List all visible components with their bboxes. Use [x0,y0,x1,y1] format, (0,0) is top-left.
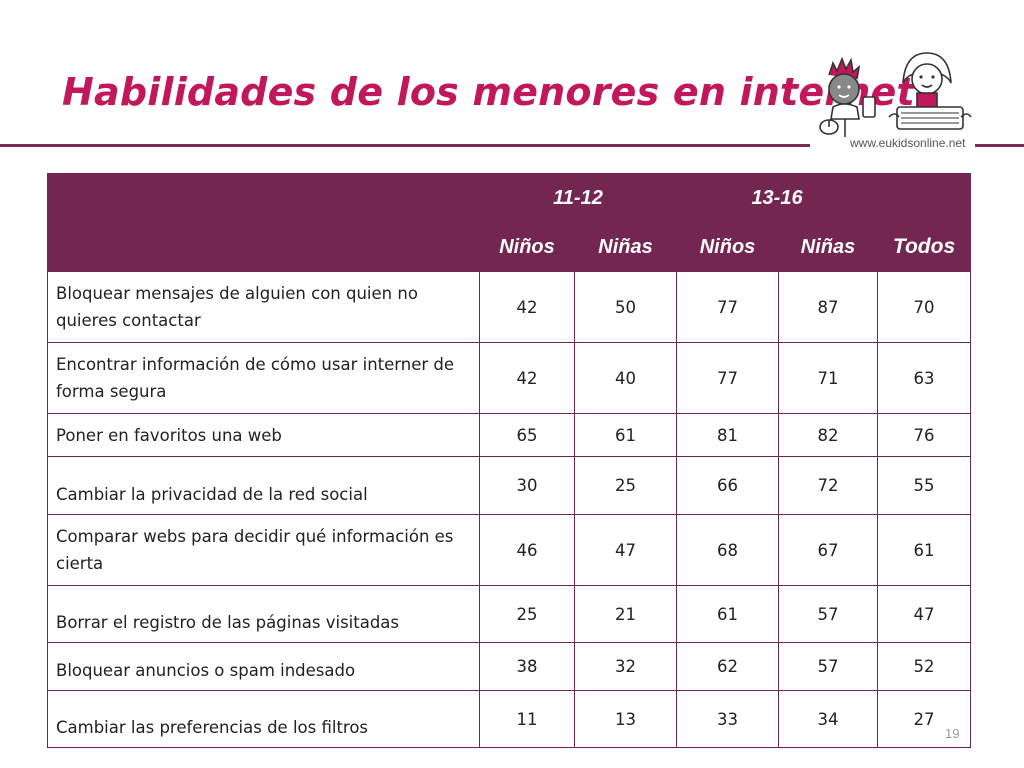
cell-value: 61 [877,514,972,586]
cell-value: 70 [877,271,972,343]
row-label: Borrar el registro de las páginas visita… [47,585,480,643]
cell-value: 42 [479,271,575,343]
header-total: Todos [877,222,972,272]
row-label: Encontrar información de cómo usar inter… [47,342,480,414]
cell-value: 13 [573,690,678,748]
cell-value: 62 [676,642,780,691]
header-gender: Niños [479,222,575,272]
header-age-group: 13-16 [676,173,879,223]
cell-value: 25 [573,456,678,515]
eu-kids-online-logo-icon [819,52,972,137]
cell-value: 47 [573,514,678,586]
cell-value: 82 [778,413,879,457]
cell-value: 21 [573,585,678,643]
logo-website: www.eukidsonline.net [850,136,966,150]
skills-table: 11-12 13-16 Niños Niñas Niños Niñas Todo… [47,173,972,748]
header-gender: Niñas [573,222,678,272]
cell-value: 46 [479,514,575,586]
row-label: Bloquear mensajes de alguien con quien n… [47,271,480,343]
cell-value: 40 [573,342,678,414]
cell-value: 57 [778,585,879,643]
header-empty-cell [877,173,972,223]
table-row: Borrar el registro de las páginas visita… [47,585,972,643]
cell-value: 52 [877,642,972,691]
cell-value: 33 [676,690,780,748]
cell-value: 61 [573,413,678,457]
cell-value: 77 [676,342,780,414]
cell-value: 76 [877,413,972,457]
cell-value: 38 [479,642,575,691]
cell-value: 47 [877,585,972,643]
row-label: Comparar webs para decidir qué informaci… [47,514,480,586]
cell-value: 34 [778,690,879,748]
table-row: Poner en favoritos una web 65 61 81 82 7… [47,413,972,457]
cell-value: 61 [676,585,780,643]
slide-title: Habilidades de los menores en internet [62,70,915,114]
row-label: Bloquear anuncios o spam indesado [47,642,480,691]
cell-value: 50 [573,271,678,343]
header-empty-cell [47,222,480,272]
cell-value: 71 [778,342,879,414]
table-row: Encontrar información de cómo usar inter… [47,342,972,414]
header-gender: Niños [676,222,780,272]
cell-value: 27 [877,690,972,748]
cell-value: 57 [778,642,879,691]
table-row: Cambiar las preferencias de los filtros … [47,690,972,748]
cell-value: 81 [676,413,780,457]
header-row-genders: Niños Niñas Niños Niñas Todos [47,222,972,272]
header-rule-left [0,144,810,147]
cell-value: 72 [778,456,879,515]
table-row: Bloquear anuncios o spam indesado 38 32 … [47,642,972,691]
cell-value: 66 [676,456,780,515]
table-row: Cambiar la privacidad de la red social 3… [47,456,972,515]
cell-value: 63 [877,342,972,414]
header-gender: Niñas [778,222,879,272]
cell-value: 77 [676,271,780,343]
cell-value: 68 [676,514,780,586]
row-label: Cambiar las preferencias de los filtros [47,690,480,748]
page-number: 19 [945,726,960,741]
row-label: Poner en favoritos una web [47,413,480,457]
cell-value: 55 [877,456,972,515]
cell-value: 32 [573,642,678,691]
cell-value: 65 [479,413,575,457]
cell-value: 67 [778,514,879,586]
cell-value: 30 [479,456,575,515]
table-row: Bloquear mensajes de alguien con quien n… [47,271,972,343]
cell-value: 42 [479,342,575,414]
cell-value: 11 [479,690,575,748]
cell-value: 87 [778,271,879,343]
table-row: Comparar webs para decidir qué informaci… [47,514,972,586]
row-label: Cambiar la privacidad de la red social [47,456,480,515]
header-age-group: 11-12 [478,173,678,223]
header-empty-cell [47,173,480,223]
header-rule-right [975,144,1024,147]
cell-value: 25 [479,585,575,643]
header-row-age-groups: 11-12 13-16 [47,173,972,223]
